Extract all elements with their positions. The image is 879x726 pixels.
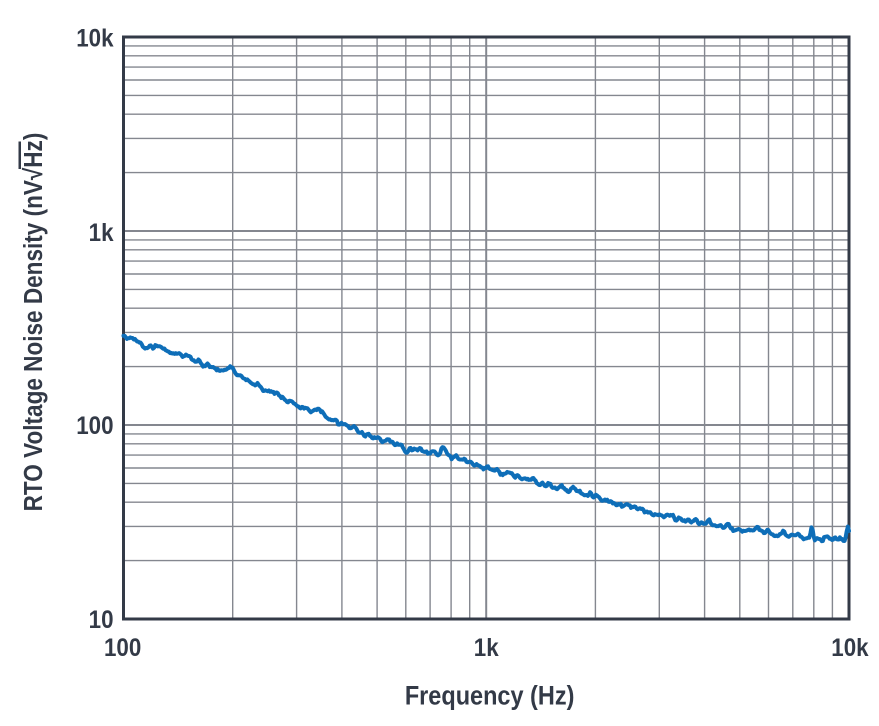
svg-text:Frequency (Hz): Frequency (Hz) [405,681,575,711]
svg-text:10: 10 [89,606,114,635]
svg-text:RTO Voltage Noise Density (nV√: RTO Voltage Noise Density (nV√Hz) [20,133,49,512]
svg-text:1k: 1k [474,634,500,663]
svg-text:1k: 1k [89,219,115,248]
svg-text:10k: 10k [831,634,869,663]
svg-text:100: 100 [76,412,113,441]
svg-text:10k: 10k [76,24,114,53]
svg-text:100: 100 [104,634,141,663]
